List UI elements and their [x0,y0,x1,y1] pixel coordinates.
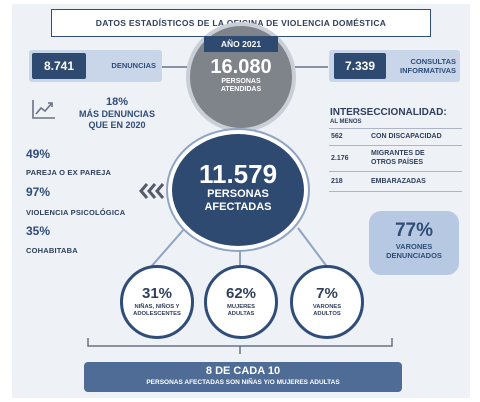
breakdown-children-label-line2: ADOLESCENTES [133,311,181,317]
intersectionality-title: INTERSECCIONALIDAD: [330,107,447,118]
separator [329,128,462,129]
consultas-label-line2: INFORMATIVAS [400,66,456,75]
men-denounced-label-line2: DENUNCIADOS [386,251,442,260]
intersect-discapacidad-num: 562 [331,133,343,140]
trend-label-line1: MÁS DENUNCIAS [78,109,155,119]
intersect-migrantes-label: MIGRANTES DE OTROS PAÍSES [371,150,425,167]
attended-label-line2: ATENDIDAS [220,86,262,93]
denuncias-label: DENUNCIAS [111,61,156,70]
breakdown-children-pct: 31% [141,285,173,302]
affected-circle [168,130,308,250]
consultas-label-line1: CONSULTAS [410,57,456,66]
breakdown-men-pct: 7% [316,285,338,302]
men-denounced-label-line1: VARONES [395,242,433,251]
intersect-migrantes-label-line1: MIGRANTES DE [371,150,425,157]
attended-number: 16.080 [210,56,272,78]
breakdown-men-circle: 7% VARONES ADULTOS [290,265,364,339]
trend-label-line2: QUE EN 2020 [88,120,146,130]
consultas-number: 7.339 [334,53,386,79]
attended-label-line1: PERSONAS [221,78,261,85]
breakdown-women-circle: 62% MUJERES ADULTAS [204,265,278,339]
trend-pct: 18% [105,96,129,108]
breakdown-children-circle: 31% NIÑAS, NIÑOS Y ADOLESCENTES [120,265,194,339]
breakdown-men-label-line2: ADULTOS [313,311,341,317]
footer-headline: 8 DE CADA 10 [205,365,281,377]
connector-left [160,66,190,68]
affected-number: 11.579 [198,159,278,189]
affected-text: 11.579 PERSONAS AFECTADAS [168,160,308,214]
stat-pareja-pct: 49% [26,147,51,161]
intersect-migrantes-label-line2: OTROS PAÍSES [371,158,423,166]
stat-cohabitaba-label: COHABITABA [26,246,78,255]
attended-text: 16.080 PERSONAS ATENDIDAS [186,56,296,94]
breakdown-women-label-line2: ADULTAS [227,311,255,317]
stat-psicologica-pct: 97% [26,185,51,199]
footer-banner: 8 DE CADA 10 PERSONAS AFECTADAS SON NIÑA… [84,362,402,392]
stat-cohabitaba-pct: 35% [26,224,51,238]
breakdown-men-label-line1: VARONES [312,304,342,310]
trend-up-chart-icon [31,98,57,120]
intersectionality-subtitle: AL MENOS [330,119,362,125]
breakdown-children-label: NIÑAS, NIÑOS Y ADOLESCENTES [133,304,181,318]
year-badge: AÑO 2021 [204,36,278,52]
affected-label-line2: AFECTADAS [204,201,272,213]
denuncias-number: 8.741 [32,53,86,79]
separator [329,145,462,146]
separator [329,171,462,172]
consultas-label: CONSULTAS INFORMATIVAS [392,57,456,75]
breakdown-women-label-line1: MUJERES [226,304,256,310]
breakdown-women-pct: 62% [225,285,257,302]
footer-subline: PERSONAS AFECTADAS SON NIÑAS Y/O MUJERES… [146,379,340,386]
stat-psicologica-label: VIOLENCIA PSICOLÓGICA [26,208,126,217]
separator [329,191,462,192]
intersect-embarazadas-num: 218 [331,178,343,185]
men-denounced-pct: 77% [394,220,434,241]
breakdown-women-label: MUJERES ADULTAS [227,304,255,318]
stat-pareja-label: PAREJA O EX PAREJA [26,168,112,177]
triple-chevron-left-icon [138,182,168,200]
breakdown-children-label-line1: NIÑAS, NIÑOS Y [134,304,180,310]
intersect-migrantes-num: 2.176 [331,155,349,162]
affected-label-line1: PERSONAS [207,188,269,200]
trend-text: 18% MÁS DENUNCIAS QUE EN 2020 [62,96,172,131]
breakdown-men-label: VARONES ADULTOS [313,304,341,318]
intersect-discapacidad-label: CON DISCAPACIDAD [371,133,442,140]
connector-right [292,66,328,68]
intersect-embarazadas-label: EMBARAZADAS [371,178,426,185]
men-denounced-box: 77% VARONES DENUNCIADOS [369,211,459,275]
